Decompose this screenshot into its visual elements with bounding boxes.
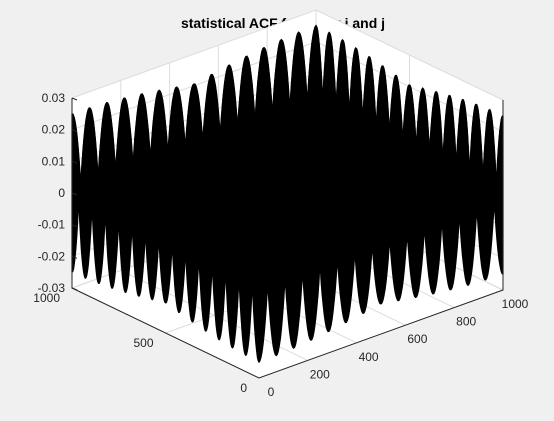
z-tick-label-3: 0 xyxy=(58,186,65,200)
x-tick-label-1: 200 xyxy=(310,367,330,381)
z-tick-label-4: 0.01 xyxy=(42,154,66,168)
z-tick-0 xyxy=(71,287,78,291)
z-tick-label-2: -0.01 xyxy=(38,218,66,232)
x-tick-label-0: 0 xyxy=(268,385,275,399)
x-tick-label-3: 600 xyxy=(407,332,427,346)
z-tick-label-5: 0.02 xyxy=(42,123,66,137)
z-tick-label-1: -0.02 xyxy=(38,249,66,263)
z-tick-4 xyxy=(71,160,78,164)
z-tick-5 xyxy=(71,129,78,133)
z-tick-3 xyxy=(71,192,78,196)
y-tick-label-0: 0 xyxy=(240,381,247,395)
z-tick-2 xyxy=(71,224,78,228)
tick-labels: -0.03 -0.02 -0.01 0 0.01 0.02 0.03 0 500 1000 0 200… xyxy=(33,91,528,399)
surface-back-crest xyxy=(71,24,504,182)
z-tick-label-6: 0.03 xyxy=(42,91,66,105)
z-tick-6 xyxy=(71,97,78,101)
grid-z-6 xyxy=(71,9,504,101)
y-tick-label-2: 1000 xyxy=(33,291,60,305)
y-tick-label-1: 500 xyxy=(133,336,153,350)
z-tick-label-0: -0.03 xyxy=(38,281,66,295)
x-tick-label-2: 400 xyxy=(359,350,379,364)
z-tick-1 xyxy=(71,255,78,259)
x-tick-label-4: 800 xyxy=(456,315,476,329)
x-tick-label-5: 1000 xyxy=(502,297,529,311)
